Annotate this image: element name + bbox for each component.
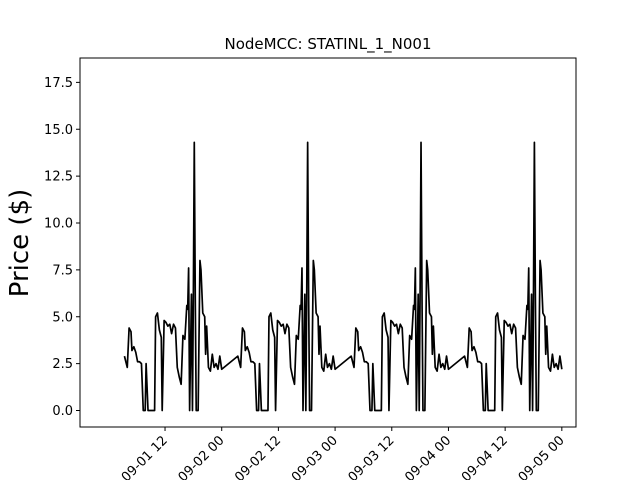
y-axis-label: Price ($) bbox=[5, 189, 35, 298]
y-tick-label: 7.5 bbox=[52, 263, 73, 278]
y-tick-label: 17.5 bbox=[44, 76, 73, 91]
y-tick-label: 12.5 bbox=[44, 170, 73, 185]
y-tick-label: 2.5 bbox=[52, 357, 73, 372]
y-tick-label: 15.0 bbox=[44, 123, 73, 138]
plot-frame bbox=[79, 57, 577, 428]
y-tick-label: 0.0 bbox=[52, 404, 73, 419]
chart-title: NodeMCC: STATINL_1_N001 bbox=[224, 35, 431, 54]
y-tick-label: 10.0 bbox=[44, 217, 73, 232]
price-series-line bbox=[123, 141, 563, 412]
y-tick-label: 5.0 bbox=[52, 310, 73, 325]
